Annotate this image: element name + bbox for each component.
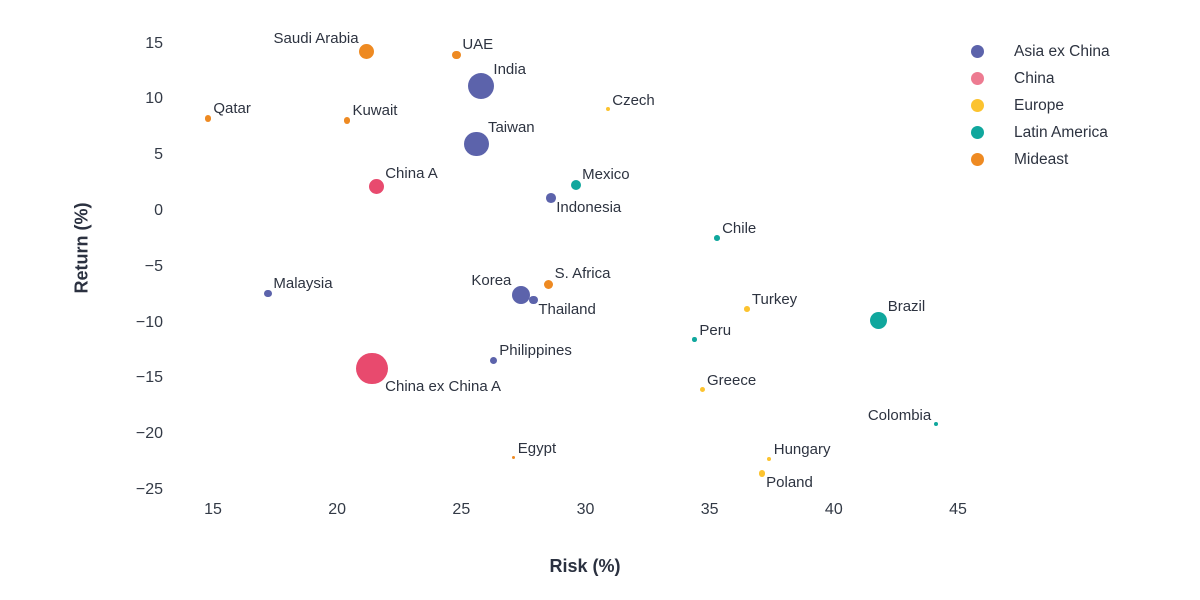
legend-item-china[interactable]: China [960,70,1190,92]
bubble-china-a[interactable] [369,178,385,194]
point-label-colombia: Colombia [867,406,932,424]
y-tick-5: 5 [154,146,163,164]
bubble-korea[interactable] [511,285,531,304]
bubble-egypt[interactable] [511,455,516,460]
bubble-uae[interactable] [452,50,461,59]
point-label-indonesia: Indonesia [556,199,622,217]
legend-item-europe[interactable]: Europe [960,97,1190,119]
y-tick-15: 15 [145,34,163,52]
bubble-s-africa[interactable] [543,279,553,290]
bubble-mexico[interactable] [570,180,581,191]
y-tick-0: 0 [154,202,163,219]
point-label-peru: Peru [699,321,732,339]
point-label-philippines: Philippines [499,341,572,359]
asia-ex-china-legend-swatch-icon [971,45,984,58]
legend-item-asia-ex-china[interactable]: Asia ex China [960,43,1190,65]
point-label-s-africa: S. Africa [554,265,611,283]
y-tick-10: 10 [145,90,163,108]
x-tick-40: 40 [824,501,843,518]
bubble-indonesia[interactable] [545,192,556,203]
bubble-taiwan[interactable] [463,131,489,157]
point-label-egypt: Egypt [517,440,557,458]
point-label-china-ex-china-a: China ex China A [385,377,502,395]
bubble-philippines[interactable] [489,356,498,365]
bubble-kuwait[interactable] [343,117,351,124]
point-label-kuwait: Kuwait [352,102,398,120]
point-label-india: India [493,60,526,78]
point-label-taiwan: Taiwan [487,119,535,137]
y-tick--15: −15 [135,369,163,387]
y-tick--20: −20 [135,425,163,443]
legend-label-china: China [1014,70,1055,87]
bubble-peru[interactable] [692,337,698,342]
bubble-czech[interactable] [605,107,610,112]
point-label-hungary: Hungary [773,441,831,459]
x-tick-45: 45 [949,501,967,518]
legend-item-mideast[interactable]: Mideast [960,151,1190,173]
point-label-turkey: Turkey [751,291,798,309]
bubble-india[interactable] [468,73,495,99]
bubble-saudi-arabia[interactable] [359,43,375,59]
legend-label-mideast: Mideast [1014,151,1069,168]
x-tick-25: 25 [452,501,471,518]
bubble-poland[interactable] [758,469,766,477]
point-label-uae: UAE [462,35,494,53]
bubble-thailand[interactable] [529,296,538,305]
legend-item-latin-america[interactable]: Latin America [960,124,1190,146]
y-tick--5: −5 [144,257,163,275]
point-label-poland: Poland [766,473,813,491]
bubble-turkey[interactable] [744,306,750,312]
point-label-china-a: China A [385,165,438,183]
bubble-greece[interactable] [699,387,705,393]
point-label-saudi-arabia: Saudi Arabia [273,30,359,48]
x-tick-30: 30 [576,501,595,518]
china-legend-swatch-icon [971,72,984,85]
mideast-legend-swatch-icon [971,153,984,166]
legend-label-latin-america: Latin America [1014,124,1108,141]
y-axis-title: Return (%) [71,202,92,294]
point-label-korea: Korea [471,272,512,290]
point-label-czech: Czech [612,92,655,110]
bubble-malaysia[interactable] [263,289,272,298]
x-tick-35: 35 [700,501,719,518]
bubble-china-ex-china-a[interactable] [356,352,388,385]
latin-america-legend-swatch-icon [971,126,984,139]
legend-label-asia-ex-china: Asia ex China [1014,43,1110,60]
point-label-brazil: Brazil [887,298,926,316]
point-label-thailand: Thailand [538,301,596,319]
y-tick--10: −10 [135,313,163,331]
x-axis-title: Risk (%) [549,556,621,576]
x-tick-15: 15 [204,501,222,518]
bubble-qatar[interactable] [204,115,212,122]
europe-legend-swatch-icon [971,99,984,112]
y-tick--25: −25 [135,481,163,498]
point-label-qatar: Qatar [213,100,251,118]
point-label-mexico: Mexico [582,165,630,183]
point-label-malaysia: Malaysia [273,274,333,292]
point-label-chile: Chile [722,219,757,237]
legend-label-europe: Europe [1014,97,1064,114]
x-tick-20: 20 [328,501,347,518]
point-label-greece: Greece [706,371,757,389]
bubble-hungary[interactable] [767,456,772,461]
bubble-brazil[interactable] [869,311,888,330]
bubble-colombia[interactable] [933,422,938,427]
bubble-chile[interactable] [714,234,720,241]
